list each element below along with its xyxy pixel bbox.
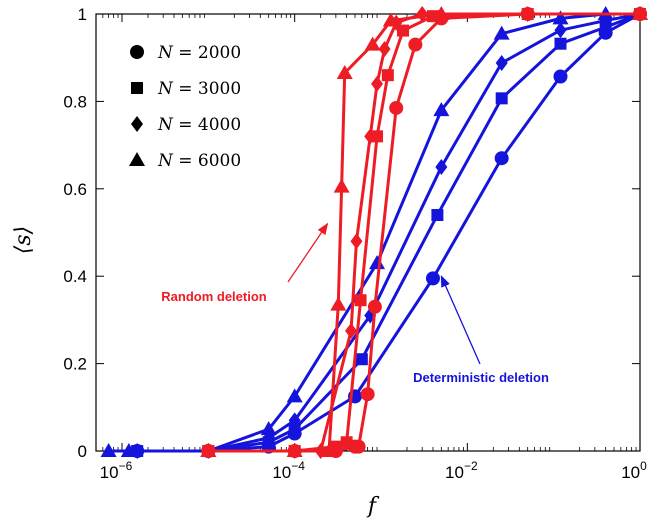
data-point xyxy=(495,92,508,105)
data-point xyxy=(200,443,217,457)
series-random-circle xyxy=(201,7,647,458)
data-point xyxy=(286,388,303,403)
legend-entry-label: N = 2000 xyxy=(157,43,241,63)
data-point xyxy=(371,130,384,143)
annotation-arrow-deterministic xyxy=(440,275,481,365)
series-random-square xyxy=(202,8,646,457)
data-point xyxy=(431,209,444,222)
x-tick-label: 10−2 xyxy=(445,459,478,482)
series-layer xyxy=(100,6,648,459)
data-point xyxy=(381,69,394,82)
series-line xyxy=(137,12,641,453)
y-tick-label: 1 xyxy=(78,5,87,24)
legend-entry-label: N = 3000 xyxy=(157,79,241,99)
annotation-deterministic-deletion: Deterministic deletion xyxy=(413,370,549,385)
axis-ticks: 10−6 10−4 10−2 100 0 0.2 0.4 0.6 0.8 1 xyxy=(63,5,647,482)
legend-marker-circle xyxy=(130,45,144,59)
data-point xyxy=(494,151,509,166)
data-point xyxy=(389,100,404,115)
y-tick-label: 0.4 xyxy=(63,267,87,286)
series-random-diamond xyxy=(202,6,646,459)
annotations: Random deletion Deterministic deletion xyxy=(161,222,549,385)
x-axis-label: f xyxy=(366,494,380,519)
data-point xyxy=(329,440,342,453)
legend-marker-diamond xyxy=(131,116,143,132)
y-axis-label: ⟨s⟩ xyxy=(11,226,36,254)
data-point xyxy=(345,322,358,339)
data-point xyxy=(354,294,367,307)
legend-entry-label: N = 4000 xyxy=(157,115,241,135)
data-point xyxy=(425,271,440,286)
series-random-triangle xyxy=(200,6,648,457)
legend-entry-label: N = 6000 xyxy=(157,151,241,171)
data-point xyxy=(369,255,386,270)
data-point xyxy=(552,10,569,25)
x-tick-label: 10−4 xyxy=(272,459,305,482)
data-point xyxy=(632,6,648,20)
y-tick-label: 0 xyxy=(78,442,87,461)
series-line xyxy=(208,12,640,453)
legend-marker-triangle xyxy=(129,152,145,166)
data-point xyxy=(397,24,410,37)
data-point xyxy=(288,412,301,429)
data-point xyxy=(433,102,450,117)
data-point xyxy=(288,423,301,436)
data-point xyxy=(260,421,277,436)
data-point xyxy=(330,296,347,311)
data-point xyxy=(340,436,353,449)
data-point xyxy=(120,443,137,457)
legend-marker-square xyxy=(131,82,143,94)
data-point xyxy=(350,233,363,250)
series-line xyxy=(137,12,641,453)
legend: N = 2000 N = 3000 N = 4000 N = 6000 xyxy=(129,43,241,171)
data-point xyxy=(408,37,423,52)
series-line xyxy=(208,12,640,453)
data-point xyxy=(433,6,450,20)
data-point xyxy=(360,387,375,402)
annotation-random-deletion: Random deletion xyxy=(161,289,267,304)
data-point xyxy=(286,443,303,457)
data-point xyxy=(364,36,381,51)
series-line xyxy=(208,12,640,453)
x-tick-label: 100 xyxy=(621,459,647,482)
data-point xyxy=(364,128,377,145)
data-point xyxy=(351,439,366,454)
data-point xyxy=(554,22,567,39)
data-point xyxy=(382,12,399,27)
annotation-arrow-random xyxy=(287,222,329,283)
data-point xyxy=(435,158,448,175)
data-point xyxy=(321,443,338,457)
series-deterministic-triangle xyxy=(100,6,648,457)
data-point xyxy=(495,54,508,71)
data-point xyxy=(355,353,368,366)
y-tick-label: 0.2 xyxy=(63,355,87,374)
y-tick-label: 0.6 xyxy=(63,180,87,199)
data-point xyxy=(554,37,567,50)
data-point xyxy=(100,443,117,457)
y-tick-label: 0.8 xyxy=(63,92,87,111)
x-tick-label: 10−6 xyxy=(100,459,133,482)
data-point xyxy=(493,25,510,40)
data-point xyxy=(333,178,350,193)
series-line xyxy=(137,12,641,453)
data-point xyxy=(378,40,391,57)
series-line xyxy=(208,12,640,453)
data-point xyxy=(367,299,382,314)
data-point xyxy=(553,69,568,84)
data-point xyxy=(371,75,384,92)
data-point xyxy=(336,64,353,79)
